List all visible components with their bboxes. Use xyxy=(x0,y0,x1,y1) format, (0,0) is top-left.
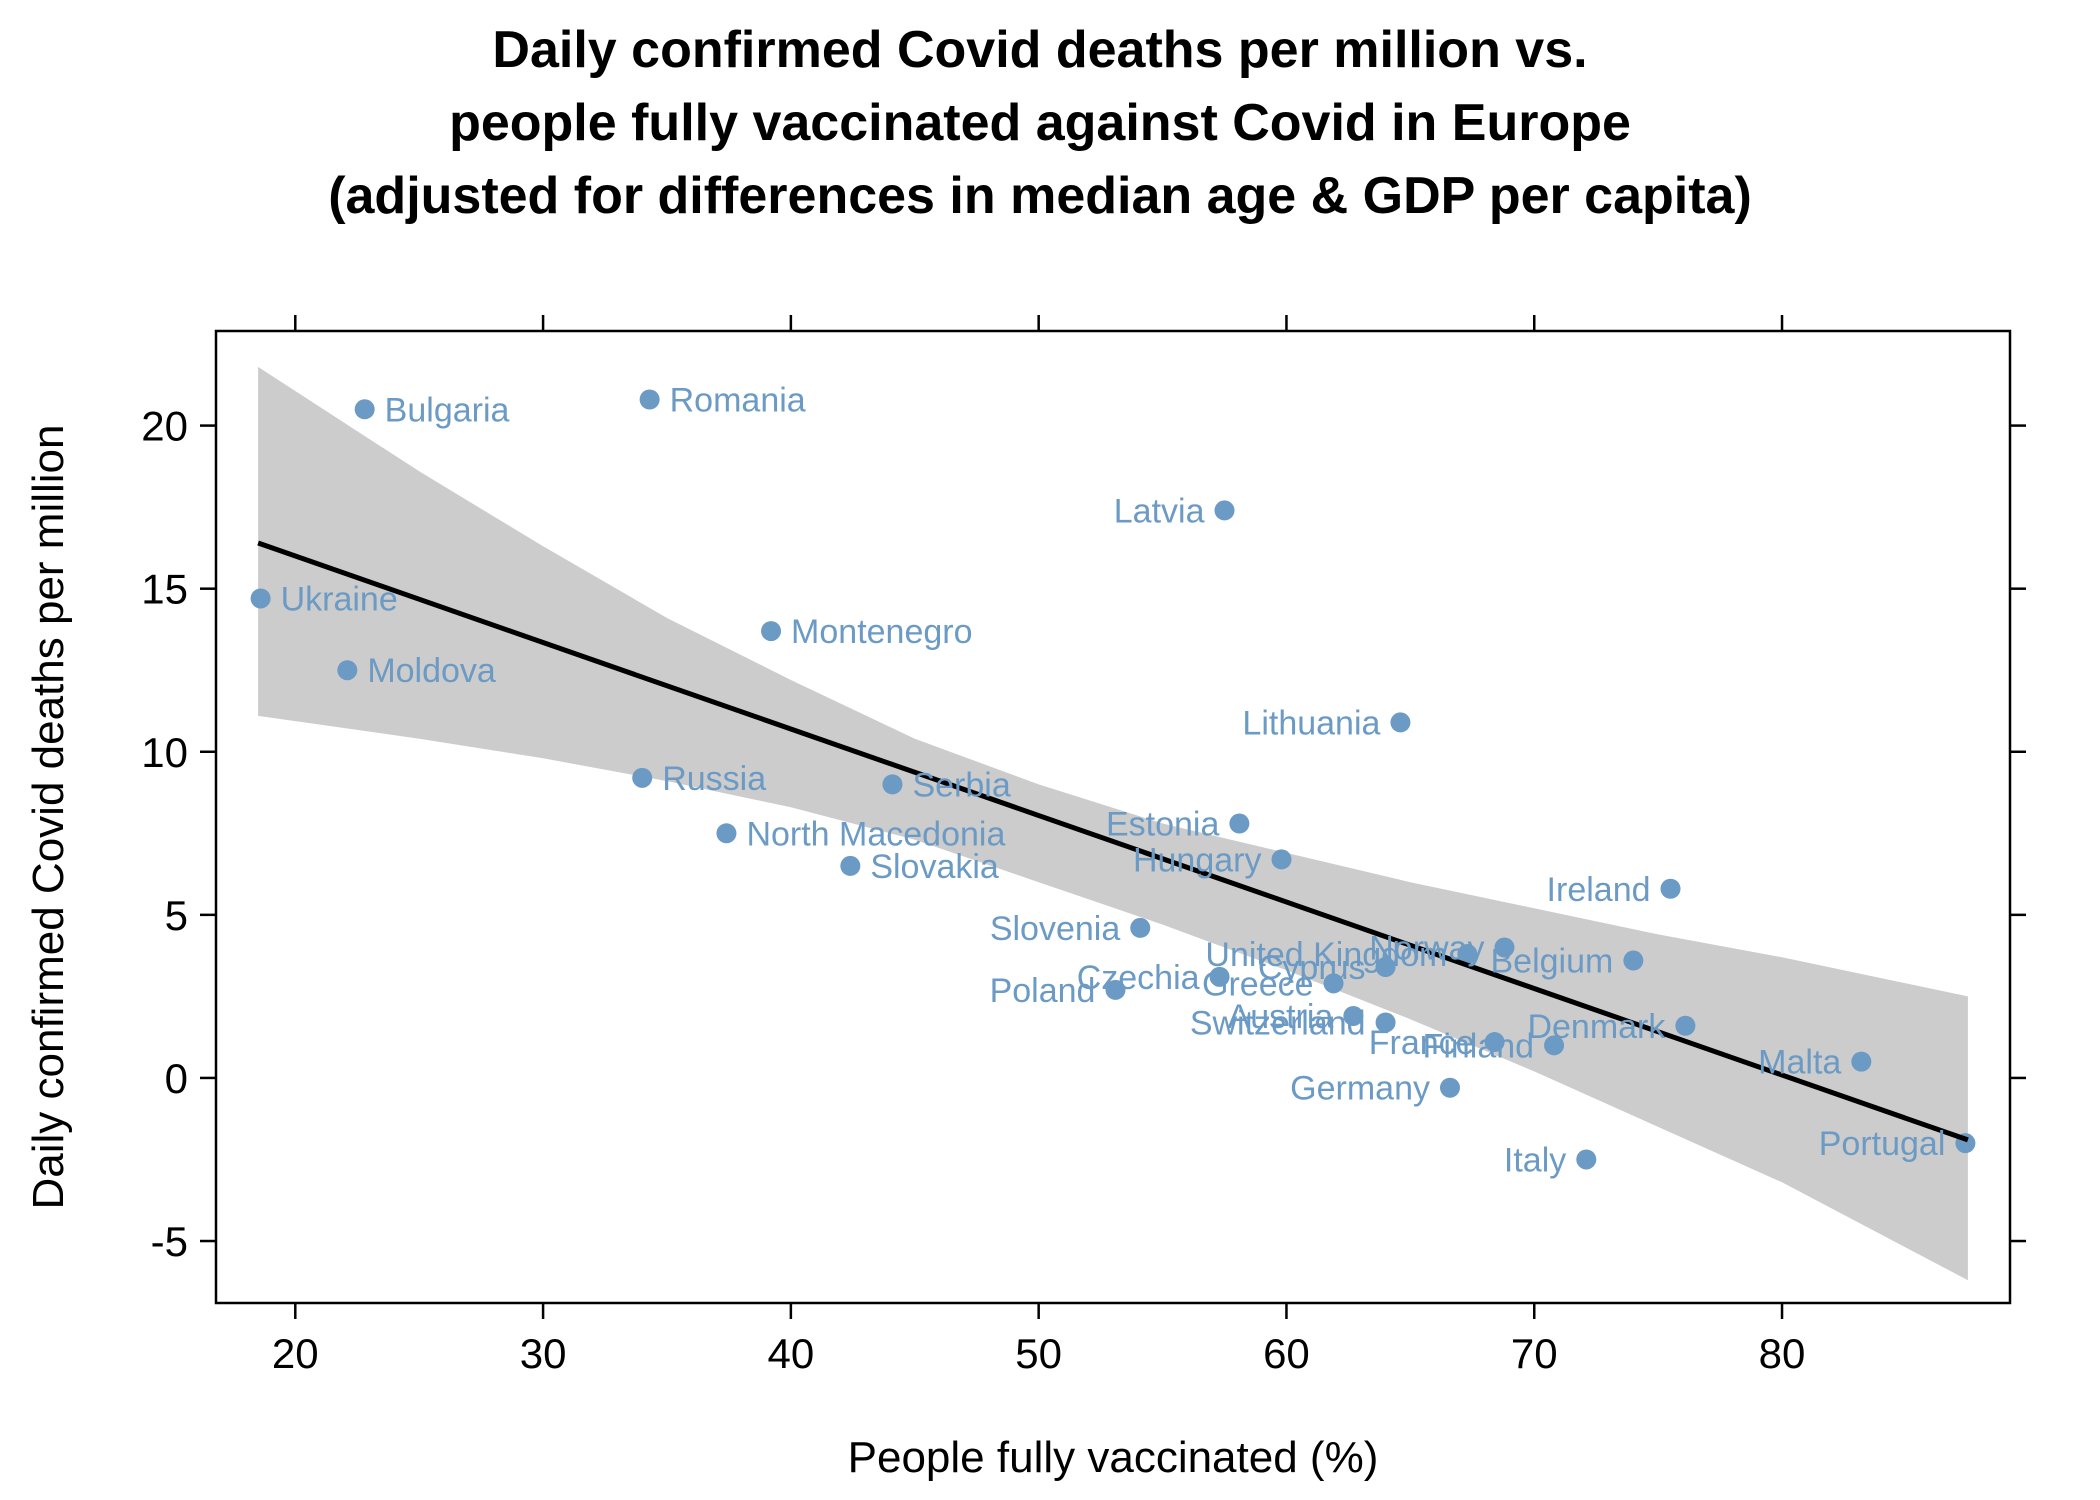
point-label: Austria xyxy=(1228,998,1334,1036)
point-label: Portugal xyxy=(1819,1125,1946,1163)
y-axis-label: Daily confirmed Covid deaths per million xyxy=(24,425,73,1210)
data-point xyxy=(1209,966,1230,987)
point-label: Slovenia xyxy=(990,910,1121,948)
point-label: Denmark xyxy=(1527,1008,1666,1046)
data-point xyxy=(1484,1032,1505,1053)
x-tick-label: 20 xyxy=(272,1330,319,1377)
data-point xyxy=(716,823,737,844)
data-point xyxy=(1457,943,1478,964)
title-line-1: Daily confirmed Covid deaths per million… xyxy=(492,21,1587,79)
point-label: Slovakia xyxy=(870,848,999,886)
data-point xyxy=(761,621,782,642)
axes: 20 30 40 50 60 70 80 -5 0 5 10 15 20 xyxy=(141,315,2026,1377)
point-label: Ireland xyxy=(1547,871,1651,909)
point-label: Germany xyxy=(1290,1070,1430,1108)
data-point xyxy=(1130,917,1151,938)
data-point xyxy=(1375,957,1396,978)
point-label: North Macedonia xyxy=(746,815,1005,853)
point-label: Lithuania xyxy=(1242,704,1380,742)
data-point xyxy=(639,389,660,410)
point-label: Cyprus xyxy=(1258,949,1366,987)
data-point xyxy=(1675,1015,1696,1036)
data-point xyxy=(1439,1077,1460,1098)
point-label: Bulgaria xyxy=(385,391,510,429)
y-tick-label: 15 xyxy=(141,566,188,613)
y-tick-label: 10 xyxy=(141,729,188,776)
x-tick-label: 40 xyxy=(768,1330,815,1377)
point-label: Estonia xyxy=(1106,806,1219,844)
point-label: Czechia xyxy=(1077,959,1200,997)
y-tick-label: -5 xyxy=(151,1218,188,1265)
data-point xyxy=(250,588,271,609)
point-label: Finland xyxy=(1423,1027,1535,1065)
data-point xyxy=(1494,937,1515,958)
x-tick-label: 30 xyxy=(520,1330,567,1377)
y-tick-label: 5 xyxy=(165,892,188,939)
point-label: Poland xyxy=(990,972,1096,1010)
point-label: Hungary xyxy=(1133,841,1262,879)
point-label: Italy xyxy=(1504,1141,1566,1179)
point-label: Russia xyxy=(662,760,766,798)
data-point xyxy=(1271,849,1292,870)
plot-area: Bulgaria Romania Latvia Ukraine Montenegro Mo… xyxy=(250,366,1976,1281)
data-point xyxy=(1323,973,1344,994)
confidence-band xyxy=(258,366,1968,1281)
point-label: France xyxy=(1369,1024,1475,1062)
data-point xyxy=(840,855,861,876)
point-label: Romania xyxy=(670,381,806,419)
point-label: Belgium xyxy=(1491,943,1614,981)
x-tick-label: 80 xyxy=(1759,1330,1806,1377)
data-point xyxy=(882,774,903,795)
point-label: Moldova xyxy=(367,652,496,690)
data-point xyxy=(1544,1035,1565,1056)
point-label: Serbia xyxy=(912,766,1010,804)
data-point xyxy=(1229,813,1250,834)
data-point xyxy=(1851,1051,1872,1072)
y-tick-label: 20 xyxy=(141,403,188,450)
x-tick-label: 70 xyxy=(1511,1330,1558,1377)
data-point xyxy=(1214,500,1235,521)
data-point xyxy=(632,767,653,788)
data-point xyxy=(1576,1149,1597,1170)
point-label: Ukraine xyxy=(281,580,398,618)
data-point xyxy=(1105,979,1126,1000)
point-label: Latvia xyxy=(1114,492,1205,530)
plot-frame xyxy=(214,329,2012,1305)
point-label: United Kingdom xyxy=(1205,936,1447,974)
x-tick-label: 60 xyxy=(1263,1330,1310,1377)
title-line-3: (adjusted for differences in median age … xyxy=(328,167,1752,225)
regression-line xyxy=(257,540,1969,1143)
point-label: Montenegro xyxy=(791,613,972,651)
data-point xyxy=(1390,712,1411,733)
data-point xyxy=(1623,950,1644,971)
data-point xyxy=(337,660,358,681)
point-label: Malta xyxy=(1758,1044,1841,1082)
point-label: Switzerland xyxy=(1190,1004,1366,1042)
title-line-2: people fully vaccinated against Covid in… xyxy=(449,94,1631,152)
data-point xyxy=(1375,1012,1396,1033)
point-label: Norway xyxy=(1369,929,1484,967)
data-point xyxy=(354,399,375,420)
x-axis-label: People fully vaccinated (%) xyxy=(848,1433,1379,1482)
data-point xyxy=(1660,878,1681,899)
point-label: Greece xyxy=(1202,965,1314,1003)
y-tick-label: 0 xyxy=(165,1055,188,1102)
x-tick-label: 50 xyxy=(1015,1330,1062,1377)
data-point xyxy=(1343,1005,1364,1026)
chart-title: Daily confirmed Covid deaths per million… xyxy=(328,21,1752,225)
